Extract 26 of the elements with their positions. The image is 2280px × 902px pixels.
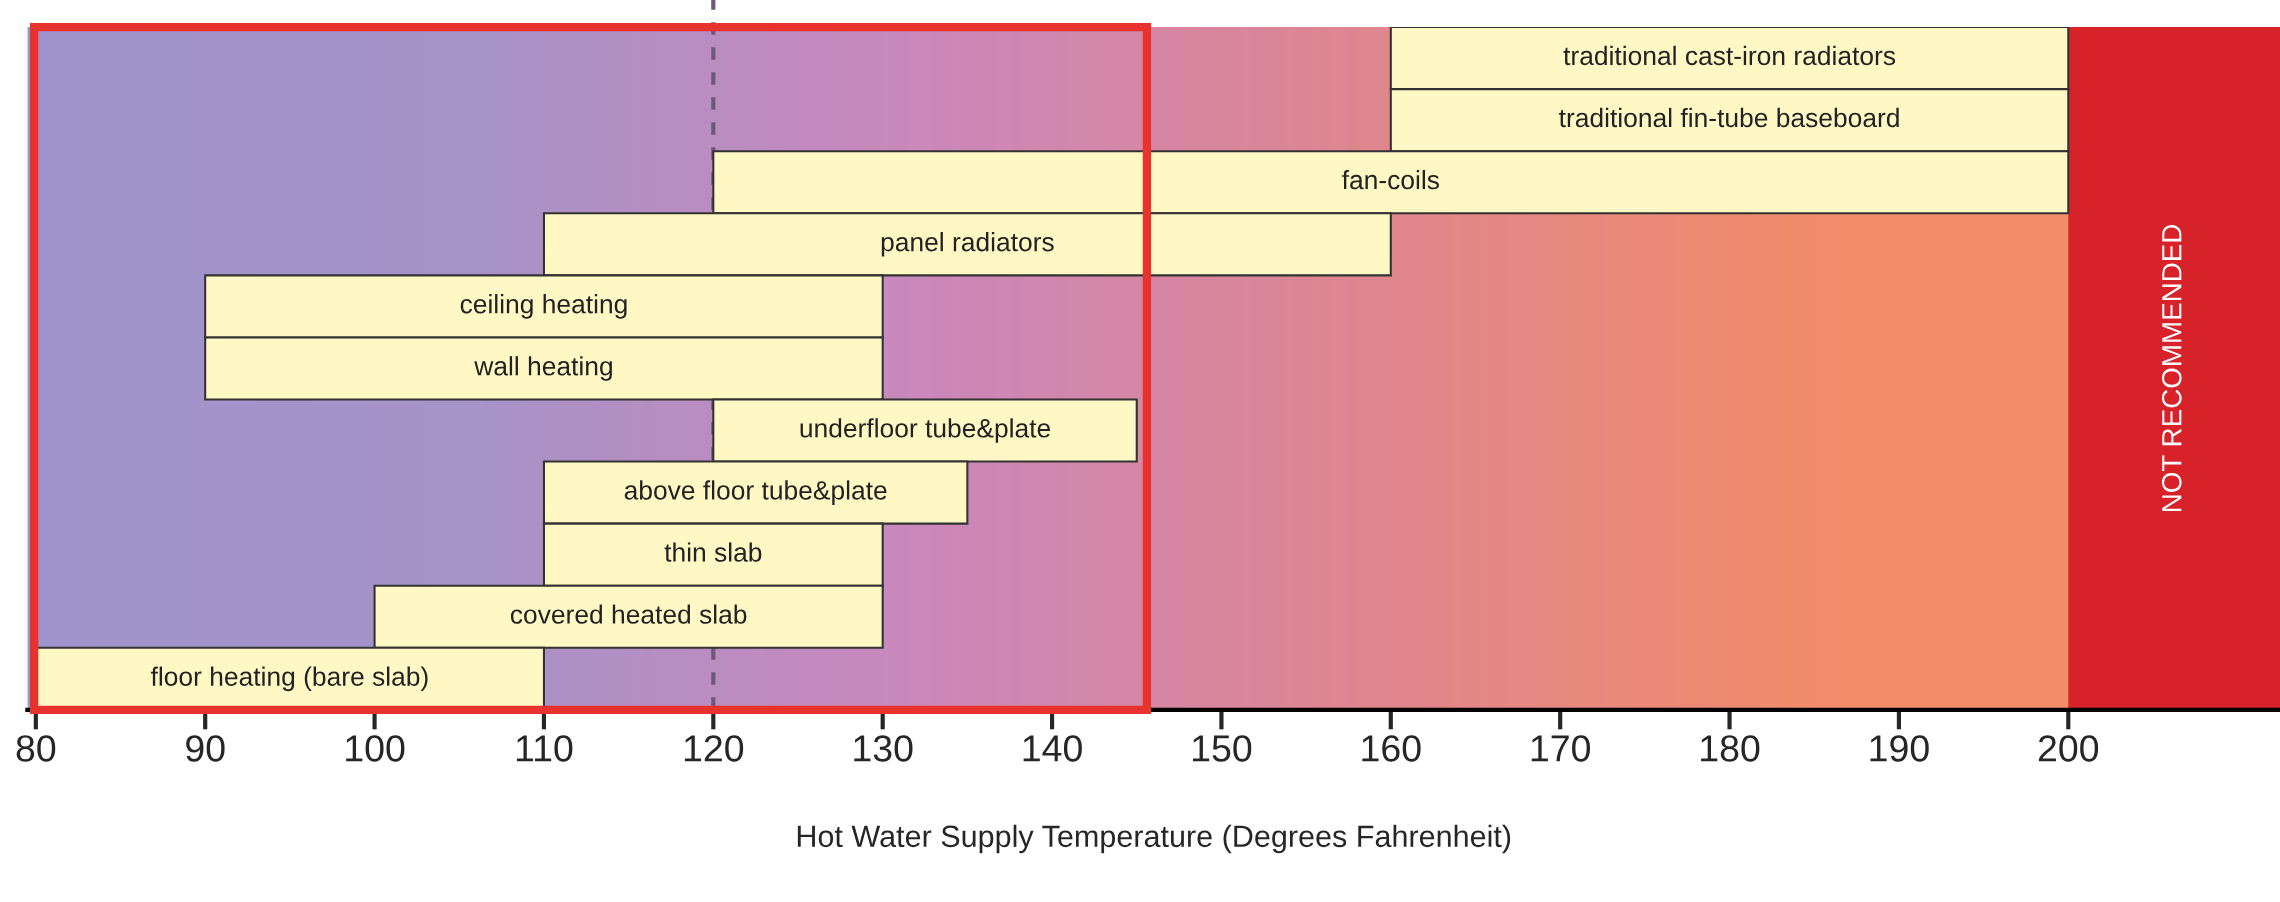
x-tick-label: 110 [516, 735, 573, 762]
x-tick-label: 120 [684, 735, 744, 762]
y-tick-label: underfloor tube&plate [800, 418, 1051, 443]
y-tick-label: covered heated slab [510, 604, 747, 624]
y-tick-label: panel radiators [881, 232, 1054, 257]
x-tick-label: 160 [1362, 735, 1421, 762]
x-tick-label: 200 [2038, 735, 2099, 762]
x-tick-label: 150 [1193, 735, 1252, 762]
x-tick-label: 90 [186, 735, 225, 762]
x-tick-label: 80 [16, 735, 56, 762]
x-tick-label: 140 [1023, 735, 1082, 762]
x-tick-label: 170 [1531, 735, 1590, 762]
y-tick-label: traditional fin-tube baseboard [1559, 107, 1899, 128]
y-tick-label: wall heating [474, 356, 612, 381]
band-label: NOT RECOMMENDED [2161, 224, 2182, 512]
y-tick-label: fan-coils [1342, 169, 1439, 190]
y-tick-label: ceiling heating [460, 294, 627, 319]
y-tick-label: above floor tube&plate [624, 480, 887, 505]
y-tick-label: floor heating (bare slab) [150, 666, 428, 692]
y-tick-label: traditional cast-iron radiators [1563, 45, 1896, 66]
x-tick-label: 190 [1870, 735, 1929, 762]
x-axis-title: Hot Water Supply Temperature (Degrees Fahrenheit) [797, 824, 1511, 854]
x-tick-label: 100 [346, 735, 405, 762]
x-tick-label: 180 [1701, 735, 1760, 762]
x-tick-label: 130 [854, 735, 913, 762]
y-tick-label: thin slab [664, 542, 762, 562]
